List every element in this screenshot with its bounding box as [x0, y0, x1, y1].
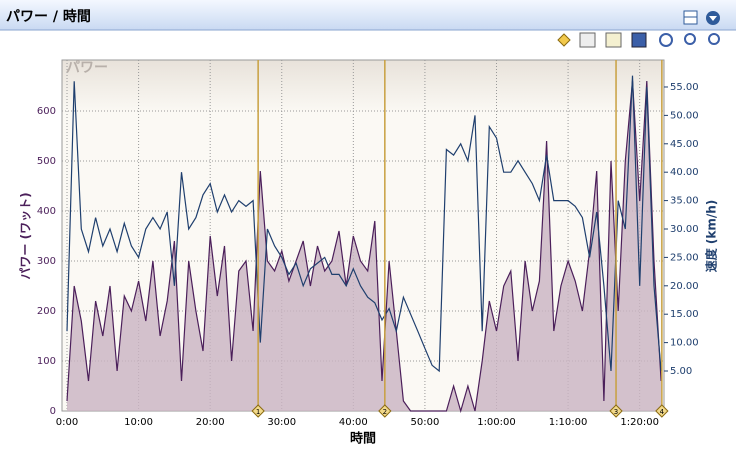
save-tool[interactable]	[631, 32, 647, 48]
chart-tool[interactable]	[605, 32, 622, 48]
lap-marker	[378, 404, 392, 418]
y2-tick-label: 40.00	[670, 167, 699, 178]
lap-label: 3	[614, 408, 618, 416]
y2-tick-label: 20.00	[670, 281, 699, 292]
x-tick-label: 30:00	[267, 417, 296, 428]
y2-tick-label: 25.00	[670, 252, 699, 263]
x-tick-label: 40:00	[339, 417, 368, 428]
lap-marker	[609, 404, 623, 418]
x-tick-label: 1:10:00	[549, 417, 588, 428]
y2-tick-label: 50.00	[670, 110, 699, 121]
y2-tick-label: 15.00	[670, 309, 699, 320]
y-tick-label: 100	[37, 356, 56, 367]
x-tick-label: 0:00	[56, 417, 78, 428]
y2-tick-label: 45.00	[670, 139, 699, 150]
x-tick-label: 10:00	[124, 417, 153, 428]
y2-tick-label: 5.00	[670, 366, 692, 377]
line	[66, 80, 662, 414]
y-tick-label: 200	[37, 306, 56, 317]
panel-title: パワー / 時間	[6, 8, 91, 25]
lap-tool[interactable]	[557, 33, 571, 47]
zoom-in-tool[interactable]	[684, 33, 696, 45]
y-tick-label: 0	[50, 406, 56, 417]
lap-label: 4	[660, 408, 665, 416]
y-tick-label: 400	[37, 206, 56, 217]
pan-tool[interactable]	[659, 33, 673, 47]
lap-marker	[655, 404, 669, 418]
y2-tick-label: 30.00	[670, 224, 699, 235]
x-axis-title: 時間	[350, 431, 376, 447]
line	[66, 75, 662, 373]
lap-marker	[251, 404, 265, 418]
y-axis-title: パワー (ワット)	[19, 192, 33, 279]
y2-tick-label: 55.00	[670, 82, 699, 93]
x-tick-label: 50:00	[411, 417, 440, 428]
menu-arrow	[709, 16, 717, 21]
lap-label: 1	[256, 408, 260, 416]
y2-tick-label: 35.00	[670, 196, 699, 207]
zoom-out-tool[interactable]	[708, 33, 720, 45]
x-tick-label: 20:00	[196, 417, 225, 428]
y2-tick-label: 10.00	[670, 338, 699, 349]
y-tick-label: 300	[37, 256, 56, 267]
lap-label: 2	[383, 408, 387, 416]
x-tick-label: 1:20:00	[620, 417, 659, 428]
y-tick-label: 500	[37, 156, 56, 167]
table-tool[interactable]	[579, 32, 596, 48]
area	[67, 81, 662, 411]
y2-axis-title: 速度 (km/h)	[704, 200, 719, 273]
watermark: パワー	[66, 60, 108, 76]
x-tick-label: 1:00:00	[477, 417, 516, 428]
y-tick-label: 600	[37, 106, 56, 117]
header-bar	[0, 0, 736, 30]
